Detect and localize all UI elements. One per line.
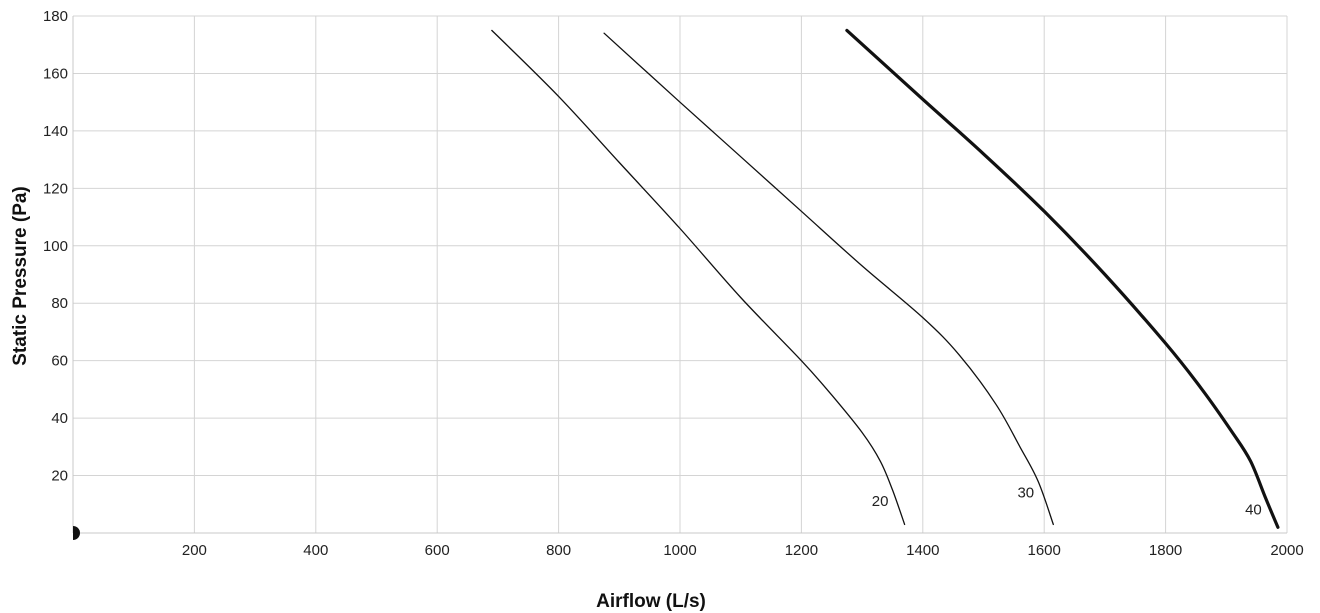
x-axis-title: Airflow (L/s) xyxy=(596,591,706,612)
axes xyxy=(72,16,1287,534)
x-tick-label: 2000 xyxy=(1270,542,1303,559)
y-tick-label: 20 xyxy=(51,468,68,485)
series-lines xyxy=(491,28,1280,529)
series-labels: 20 30 40 xyxy=(872,484,1262,518)
y-tick-label: 120 xyxy=(43,180,68,197)
x-tick-label: 800 xyxy=(546,542,571,559)
y-tick-label: 40 xyxy=(51,410,68,427)
x-tick-label: 1600 xyxy=(1028,542,1061,559)
y-tick-label: 100 xyxy=(43,238,68,255)
x-tick-labels: 200 400 600 800 1000 1200 1400 1600 1800 2000 xyxy=(182,542,1304,559)
series-label-30: 30 xyxy=(1017,484,1034,501)
grid-lines xyxy=(73,15,1288,533)
series-label-40: 40 xyxy=(1245,502,1262,519)
x-tick-label: 400 xyxy=(303,542,328,559)
y-tick-label: 60 xyxy=(51,353,68,370)
x-tick-label: 1200 xyxy=(785,542,818,559)
y-tick-label: 180 xyxy=(43,8,68,25)
x-tick-label: 200 xyxy=(182,542,207,559)
series-line-40 xyxy=(845,28,1280,529)
x-tick-label: 1400 xyxy=(906,542,939,559)
series-label-20: 20 xyxy=(872,493,889,510)
x-tick-label: 1000 xyxy=(663,542,696,559)
y-tick-label: 140 xyxy=(43,123,68,140)
x-tick-label: 600 xyxy=(425,542,450,559)
y-tick-label: 80 xyxy=(51,295,68,312)
x-tick-label: 1800 xyxy=(1149,542,1182,559)
origin-marker-dot xyxy=(73,526,80,540)
origin-marker xyxy=(73,526,80,540)
series-line-20 xyxy=(491,29,906,526)
y-axis-title: Static Pressure (Pa) xyxy=(10,186,31,366)
series-line-30 xyxy=(603,32,1054,526)
y-tick-labels: 20 40 60 80 100 120 140 160 180 xyxy=(43,8,68,485)
y-tick-label: 160 xyxy=(43,65,68,82)
